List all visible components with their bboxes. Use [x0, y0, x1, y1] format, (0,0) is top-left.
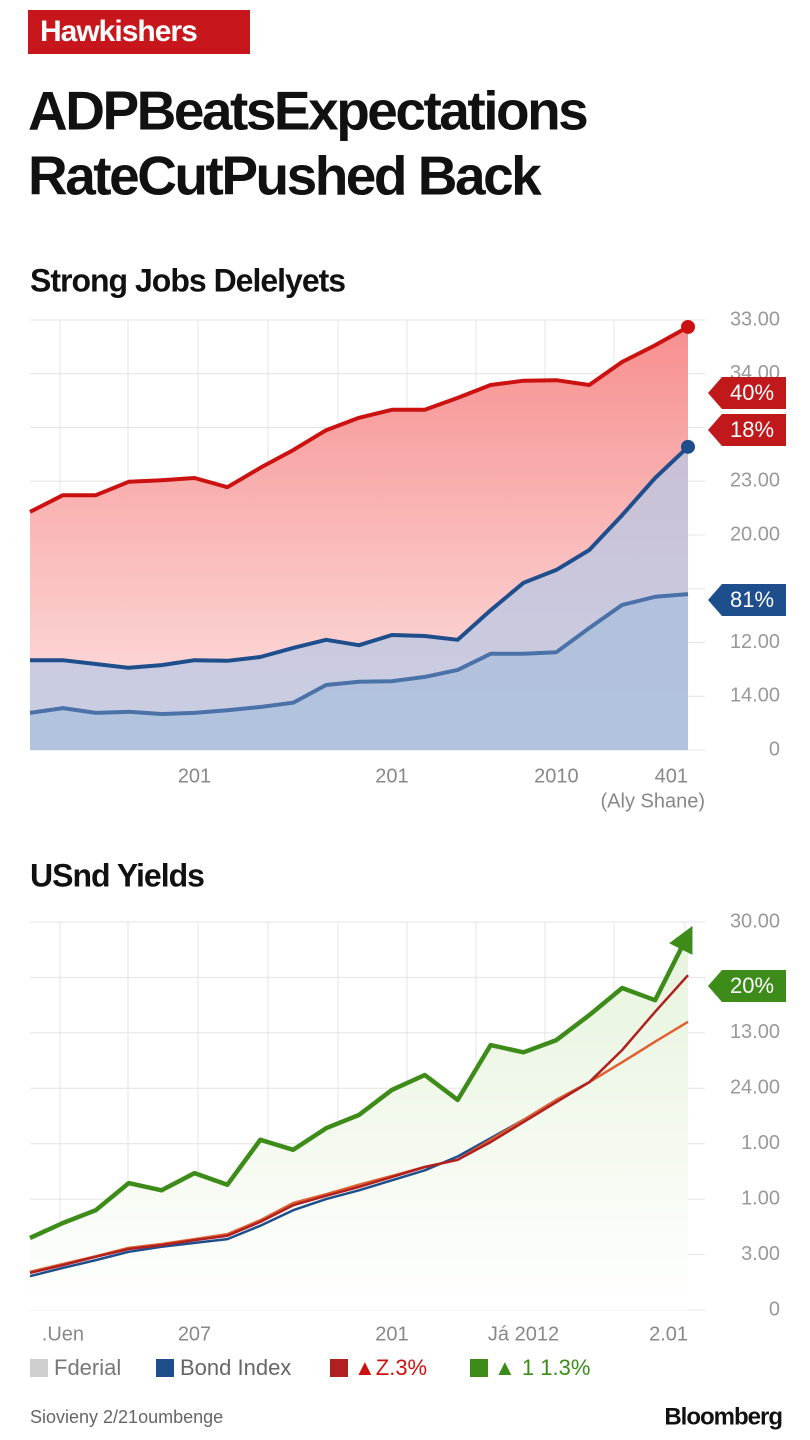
badge — [708, 377, 786, 409]
badge — [708, 414, 786, 446]
y-tick-label: 3.00 — [741, 1243, 780, 1265]
end-dot — [681, 319, 695, 334]
legend-swatch — [330, 1359, 348, 1377]
x-tick-label: 2.01 — [649, 1323, 688, 1345]
source: Siovieny 2/21oumbenge — [30, 1407, 223, 1427]
badge-label: 18% — [730, 417, 774, 442]
headline: ADPBeatsExpectations — [28, 80, 587, 142]
x-tick-label: 201 — [375, 1323, 408, 1345]
arrowhead — [669, 925, 693, 955]
y-tick-label: 0 — [769, 1298, 780, 1320]
y-tick-label: 20.00 — [730, 523, 780, 545]
y-tick-label: 12.00 — [730, 631, 780, 653]
x-tick-label: .Uen — [42, 1323, 84, 1345]
area — [30, 594, 688, 750]
legend-swatch — [30, 1359, 48, 1377]
y-tick-label: 14.00 — [730, 685, 780, 707]
x-tick-label: Já 2012 — [488, 1323, 559, 1345]
chart-title: Strong Jobs Delelyets — [30, 262, 345, 298]
line — [30, 445, 690, 670]
legend-label: Bond Index — [180, 1355, 291, 1380]
legend-swatch — [156, 1359, 174, 1377]
y-tick-label: 24.00 — [730, 1077, 780, 1099]
end-dot — [681, 439, 695, 454]
line — [29, 325, 689, 514]
x-tick-label: 401 — [655, 765, 688, 787]
y-tick-label: 23.00 — [730, 470, 780, 492]
brand: Bloomberg — [664, 1403, 782, 1430]
x-tick-label: 2010 — [534, 765, 579, 787]
legend-label: ▲ 1 1.3% — [494, 1355, 590, 1380]
badge — [708, 584, 786, 616]
line — [29, 933, 691, 1240]
area — [30, 934, 688, 1310]
badge-label: 20% — [730, 973, 774, 998]
tag: Hawkishers — [40, 15, 197, 48]
legend-swatch — [470, 1359, 488, 1377]
chart-note: (Aly Shane) — [601, 790, 706, 812]
x-tick-label: 201 — [375, 765, 408, 787]
legend-label: ▲Z.3% — [354, 1355, 427, 1380]
x-tick-label: 207 — [178, 1323, 211, 1345]
y-tick-label: 0 — [769, 738, 780, 760]
tag-box — [28, 10, 250, 54]
y-tick-label: 13.00 — [730, 1021, 780, 1043]
y-tick-label: 33.00 — [730, 308, 780, 330]
badge — [708, 970, 786, 1002]
y-tick-label: 30.00 — [730, 910, 780, 932]
legend-label: Fderial — [54, 1355, 121, 1380]
line — [29, 592, 689, 716]
badge-label: 40% — [730, 380, 774, 405]
x-tick-label: 201 — [178, 765, 211, 787]
badge-label: 81% — [730, 587, 774, 612]
chart-title: USnd Yields — [30, 857, 204, 893]
y-tick-label: 1.00 — [741, 1132, 780, 1154]
headline: RateCutPushed Back — [28, 145, 542, 207]
y-tick-label: 1.00 — [741, 1187, 780, 1209]
line — [29, 974, 689, 1275]
